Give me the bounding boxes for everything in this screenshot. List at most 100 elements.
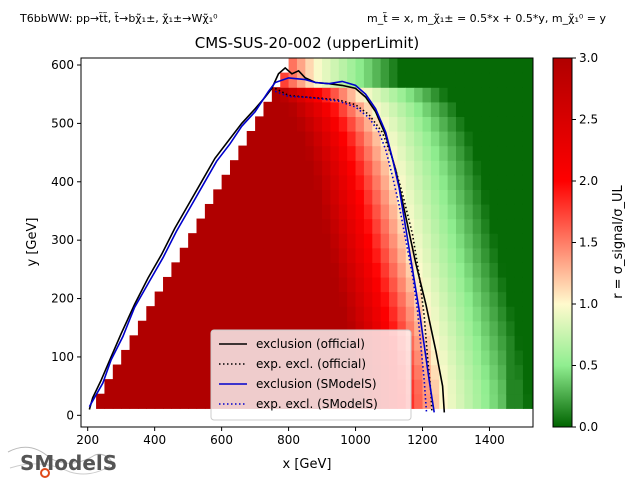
heatmap-cell: [531, 116, 533, 132]
heatmap-cell: [389, 262, 398, 278]
heatmap-cell: [330, 320, 340, 336]
heatmap-cell: [439, 233, 449, 249]
heatmap-cell: [389, 233, 398, 249]
heatmap-cell: [455, 320, 465, 336]
heatmap-cell: [489, 335, 499, 351]
heatmap-cell: [296, 203, 306, 220]
heatmap-cell: [313, 189, 323, 205]
heatmap-cell: [414, 189, 424, 205]
heatmap-cell: [188, 291, 198, 307]
heatmap-cell: [464, 116, 474, 132]
legend: exclusion (official) exp. excl. (official…: [210, 329, 412, 421]
heatmap-cell: [514, 130, 524, 147]
heatmap-cell: [255, 130, 265, 147]
heatmap-cell: [514, 364, 524, 380]
heatmap-cell: [188, 306, 198, 322]
heatmap-cell: [255, 291, 265, 307]
heatmap-cell: [380, 72, 390, 88]
heatmap-cell: [347, 101, 357, 117]
heatmap-cell: [481, 320, 491, 336]
heatmap-cell: [221, 218, 231, 234]
heatmap-cell: [422, 130, 432, 147]
heatmap-cell: [196, 379, 206, 395]
heatmap-cell: [188, 379, 198, 395]
heatmap-cell: [447, 349, 457, 366]
heatmap-cell: [497, 58, 507, 74]
heatmap-cell: [389, 306, 398, 322]
heatmap-cell: [263, 174, 273, 190]
heatmap-cell: [481, 218, 491, 234]
heatmap-cell: [405, 145, 415, 161]
heatmap-cell: [271, 262, 281, 278]
heatmap-cell: [330, 160, 340, 176]
heatmap-cell: [372, 160, 382, 176]
heatmap-cell: [229, 247, 239, 263]
heatmap-cell: [531, 145, 533, 161]
heatmap-cell: [280, 189, 290, 205]
heatmap-cell: [464, 189, 474, 205]
heatmap-cell: [129, 379, 139, 395]
heatmap-cell: [330, 203, 340, 220]
legend-box: [210, 329, 412, 421]
heatmap-cell: [296, 306, 306, 322]
heatmap-cell: [414, 291, 424, 307]
heatmap-cell: [355, 189, 365, 205]
heatmap-cell: [372, 306, 382, 322]
heatmap-cell: [271, 233, 281, 249]
heatmap-cell: [531, 233, 533, 249]
heatmap-cell: [464, 306, 474, 322]
heatmap-cell: [497, 101, 507, 117]
heatmap-cell: [154, 306, 164, 322]
heatmap-cell: [179, 291, 189, 307]
heatmap-cell: [464, 130, 474, 147]
heatmap-cell: [447, 130, 457, 147]
exclusion-curves: [88, 66, 446, 413]
heatmap-cell: [380, 101, 390, 117]
heatmap-cell: [322, 72, 332, 88]
heatmap-cell: [447, 364, 457, 380]
heatmap-cell: [280, 174, 290, 190]
heatmap-cell: [414, 72, 424, 88]
heatmap-cell: [472, 101, 482, 117]
heatmap-cell: [414, 101, 424, 117]
heatmap-cell: [422, 393, 432, 409]
heatmap-cell: [305, 276, 315, 293]
heatmap-cell: [154, 379, 164, 395]
heatmap-cell: [481, 174, 491, 190]
heatmap-cell: [439, 276, 449, 293]
heatmap-cell: [380, 174, 390, 190]
heatmap-cell: [347, 174, 357, 190]
legend-label: exp. excl. (SModelS): [256, 397, 378, 411]
heatmap-cell: [522, 58, 532, 74]
heatmap-cell: [263, 160, 273, 176]
heatmap-cell: [514, 174, 524, 190]
heatmap-cell: [355, 160, 365, 176]
heatmap-cell: [506, 276, 516, 293]
heatmap-cell: [506, 291, 516, 307]
heatmap-cell: [280, 101, 290, 117]
heatmap-cell: [464, 218, 474, 234]
heatmap-cell: [455, 364, 465, 380]
heatmap-cell: [137, 349, 147, 366]
heatmap-cell: [522, 306, 532, 322]
heatmap-cell: [255, 203, 265, 220]
heatmap-cell: [497, 145, 507, 161]
heatmap-cell: [246, 145, 256, 161]
heatmap-cell: [489, 87, 499, 103]
heatmap-cell: [397, 87, 407, 103]
heatmap-cell: [389, 72, 398, 88]
heatmap-cell: [330, 291, 340, 307]
heatmap-cell: [213, 276, 223, 293]
heatmap-cell: [389, 87, 398, 103]
heatmap-cell: [179, 349, 189, 366]
heatmap-cell: [347, 320, 357, 336]
heatmap-cell: [313, 291, 323, 307]
heatmap-cell: [464, 58, 474, 74]
heatmap-cell: [238, 247, 248, 263]
heatmap-cell: [397, 130, 407, 147]
heatmap-cell: [439, 58, 449, 74]
heatmap-cell: [397, 291, 407, 307]
heatmap-cell: [497, 203, 507, 220]
heatmap-cell: [405, 58, 415, 74]
heatmap-cell: [405, 218, 415, 234]
